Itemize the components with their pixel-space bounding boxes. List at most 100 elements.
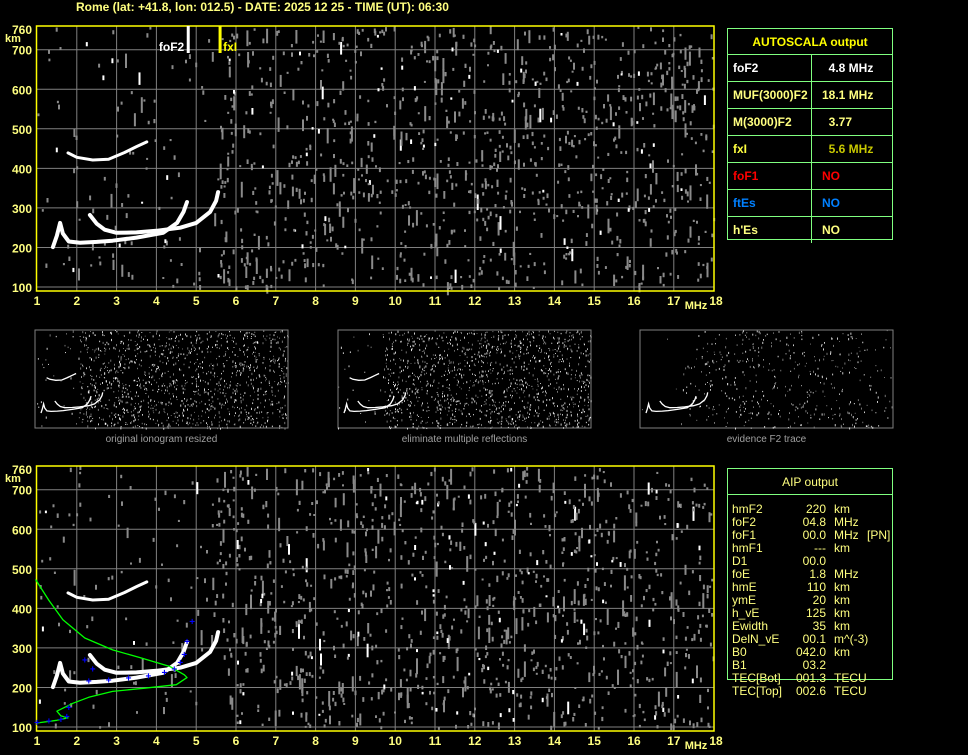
noise-echo [329,517,331,521]
noise-echo [231,697,234,710]
noise-echo [640,149,643,154]
noise-echo [684,168,687,174]
thumbnail-echo [515,356,517,358]
thumbnail-echo [116,406,117,408]
noise-echo [359,95,362,99]
noise-echo [680,172,683,176]
thumbnail-echo [137,411,139,414]
noise-echo [380,608,383,614]
noise-echo [523,661,526,677]
thumbnail-echo [443,374,445,376]
thumbnail-echo [431,367,433,370]
noise-echo [441,532,444,537]
thumbnail-echo [486,339,488,342]
noise-echo [239,470,242,475]
noise-echo [446,116,449,128]
thumbnail-echo [153,365,154,367]
thumbnail-echo [485,370,486,373]
noise-echo [304,191,306,195]
thumbnail-echo [98,397,100,399]
noise-echo [408,716,411,720]
thumbnail-echo [86,367,87,370]
thumbnail-echo [501,405,502,408]
thumbnail-echo [417,359,419,362]
thumbnail-echo [204,403,206,405]
thumbnail-echo [206,337,208,340]
thumbnail-echo [229,331,230,333]
thumbnail-echo [558,345,560,348]
noise-echo [493,551,496,555]
thumbnail-echo [148,410,149,413]
noise-echo [334,577,337,581]
noise-echo [295,665,298,677]
noise-echo [475,159,478,163]
noise-echo [581,699,584,702]
thumbnail-echo [498,401,500,404]
thumbnail-echo [511,420,513,423]
thumbnail-echo [252,402,254,405]
thumbnail-echo [169,351,171,354]
noise-echo [424,106,427,122]
noise-echo [662,37,664,42]
thumbnail-echo [420,381,421,383]
noise-echo [525,69,527,74]
noise-echo [596,528,599,532]
noise-echo [376,225,379,228]
thumbnail-echo [399,334,401,336]
noise-echo [315,247,318,252]
noise-echo [495,693,498,698]
thumbnail-echo [407,342,409,344]
thumbnail-echo [519,346,521,348]
noise-echo [448,636,451,641]
thumbnail-echo [578,421,580,424]
noise-echo [477,626,480,640]
thumbnail-echo [483,387,485,389]
noise-echo [216,561,219,565]
thumbnail-echo [107,384,108,386]
thumbnail-echo [254,408,256,410]
noise-echo [404,279,407,282]
thumbnail-echo [458,400,460,402]
noise-echo [636,188,639,202]
thumbnail-echo [390,375,391,377]
thumbnail-echo [459,402,461,405]
thumbnail-echo [580,372,582,375]
thumbnail-echo [401,370,402,373]
noise-echo [474,648,477,651]
thumbnail-echo [462,369,463,371]
noise-echo [519,265,522,268]
thumbnail-echo [413,344,415,347]
noise-echo [707,79,710,82]
thumbnail-echo [38,406,40,408]
thumbnail-echo [478,351,480,354]
thumbnail-echo [172,380,174,382]
noise-echo [387,596,390,599]
thumbnail-echo [152,389,154,391]
x-tick-label: 18 [709,294,723,308]
thumbnail-echo [107,387,109,389]
thumbnail-echo [152,407,154,409]
noise-echo [689,121,692,126]
thumbnail-echo [436,409,438,411]
thumbnail-echo [423,427,425,429]
thumbnail-echo [240,401,242,404]
noise-echo [491,636,494,642]
thumbnail-echo [248,365,249,367]
noise-echo [641,654,644,658]
noise-echo [364,548,367,553]
noise-echo [513,252,516,266]
noise-echo [646,557,649,561]
thumbnail-echo [244,344,245,347]
noise-echo [350,630,353,641]
noise-echo [455,42,458,56]
noise-echo [275,608,277,613]
noise-echo [526,122,529,128]
noise-echo [597,117,600,121]
thumbnail-echo [195,348,196,350]
thumbnail-echo [533,415,535,417]
thumbnail-echo [414,392,416,395]
noise-echo [485,645,488,650]
thumbnail-echo [41,425,43,428]
thumbnail-echo [436,337,438,340]
thumbnail-echo [528,385,530,386]
